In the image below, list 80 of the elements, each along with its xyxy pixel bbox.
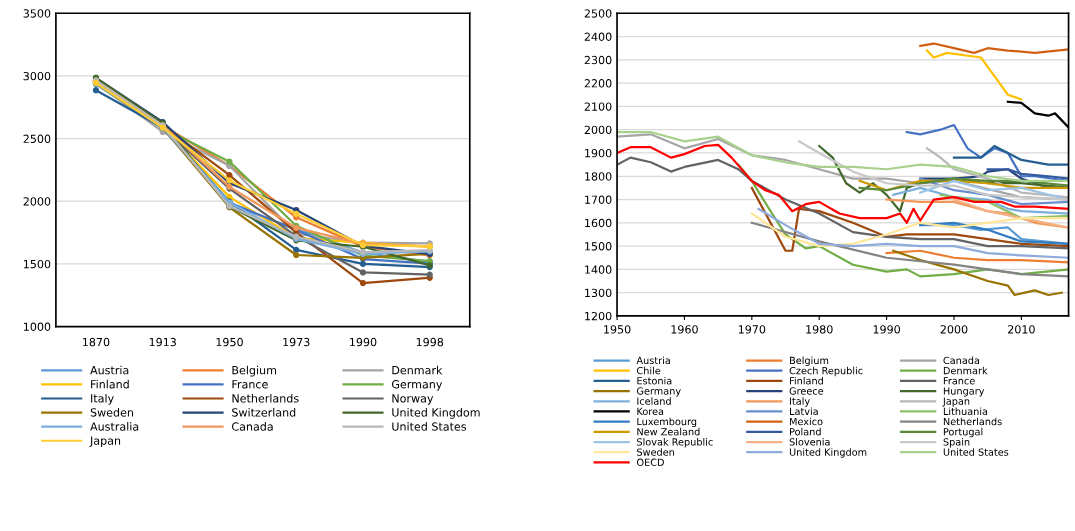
x-tick-label: 1973 (283, 337, 310, 347)
y-tick-label: 2500 (584, 9, 612, 18)
legend-label: France (232, 380, 268, 389)
y-tick-label: 2000 (23, 197, 51, 206)
y-tick-label: 1300 (585, 288, 612, 298)
legend-label: Chile (636, 366, 661, 375)
y-tick-label: 2300 (584, 55, 612, 65)
legend-label: Italy (91, 393, 114, 405)
legend-label: Finland (790, 376, 823, 385)
legend-label: Latvia (790, 407, 818, 416)
x-tick-label: 2000 (940, 325, 968, 334)
x-tick-label: 2010 (1008, 325, 1035, 334)
x-tick-label: 1870 (83, 337, 110, 347)
legend-label: Portugal (943, 427, 983, 438)
legend-label: Switzerland (232, 408, 296, 417)
legend-label: Denmark (943, 366, 988, 375)
legend-label: Japan (89, 436, 121, 447)
legend-label: United States (392, 422, 467, 431)
y-tick-label: 1000 (23, 322, 51, 331)
legend-label: Finland (91, 379, 129, 389)
x-tick-label: 1950 (216, 337, 243, 347)
legend-label: Germany (391, 380, 443, 391)
x-tick-label: 1998 (416, 337, 444, 347)
y-tick-label: 1500 (23, 259, 51, 269)
legend-label: Japan (942, 397, 970, 407)
legend-label: OECD (636, 458, 664, 466)
legend-label: Netherlands (232, 393, 299, 403)
y-tick-label: 1200 (585, 311, 612, 321)
legend-label: Germany (636, 387, 681, 397)
y-tick-label: 2100 (584, 102, 612, 111)
y-tick-label: 3500 (23, 9, 51, 18)
y-tick-label: 1600 (585, 218, 612, 228)
x-tick-label: 1950 (604, 325, 631, 334)
legend-label: Mexico (790, 417, 823, 426)
legend-label: Hungary (943, 387, 985, 397)
legend-label: Austria (90, 365, 129, 375)
legend-label: Czech Republic (789, 366, 863, 377)
x-tick-label: 1970 (738, 325, 766, 334)
legend-label: Poland (790, 427, 821, 436)
legend-label: Belgium (790, 356, 829, 366)
y-tick-label: 3000 (23, 71, 51, 81)
x-tick-label: 1960 (671, 325, 698, 334)
legend-label: Norway (392, 394, 434, 405)
legend-label: Belgium (232, 365, 276, 377)
x-tick-label: 1980 (806, 325, 833, 334)
legend-label: United Kingdom (392, 408, 480, 419)
legend-label: Australia (90, 422, 139, 431)
legend-label: Canada (943, 356, 980, 365)
legend-label: Italy (790, 397, 810, 407)
y-tick-label: 1500 (585, 242, 612, 251)
legend-label: Netherlands (943, 417, 1002, 426)
y-tick-label: 1900 (585, 148, 612, 158)
legend-label: Canada (232, 422, 273, 431)
legend-label: Korea (637, 407, 664, 416)
legend-label: Denmark (392, 365, 443, 375)
legend-label: Luxembourg (637, 417, 697, 428)
legend-label: United States (943, 448, 1009, 456)
y-tick-label: 1800 (585, 172, 612, 181)
y-tick-label: 2000 (584, 125, 612, 135)
legend-label: Lithuania (943, 407, 988, 416)
legend-label: Iceland (637, 397, 671, 405)
y-tick-label: 2400 (584, 32, 612, 41)
legend-label: Spain (943, 438, 970, 448)
legend-label: New Zealand (637, 427, 700, 436)
x-tick-label: 1990 (350, 337, 377, 347)
y-tick-label: 1700 (585, 195, 612, 204)
legend-label: Austria (636, 356, 670, 365)
legend-label: United Kingdom (789, 448, 867, 458)
y-tick-label: 1400 (585, 265, 612, 274)
legend-label: Estonia (637, 376, 672, 385)
x-tick-label: 1990 (873, 325, 900, 334)
legend-label: Sweden (90, 408, 133, 417)
legend-label: France (943, 377, 975, 385)
x-tick-label: 1913 (149, 337, 176, 347)
y-tick-label: 2200 (584, 79, 612, 88)
y-tick-label: 2500 (23, 134, 51, 143)
legend-label: Greece (789, 387, 824, 395)
legend-label: Slovak Republic (637, 438, 713, 448)
legend-label: Slovenia (789, 438, 830, 446)
legend-label: Sweden (637, 448, 675, 456)
